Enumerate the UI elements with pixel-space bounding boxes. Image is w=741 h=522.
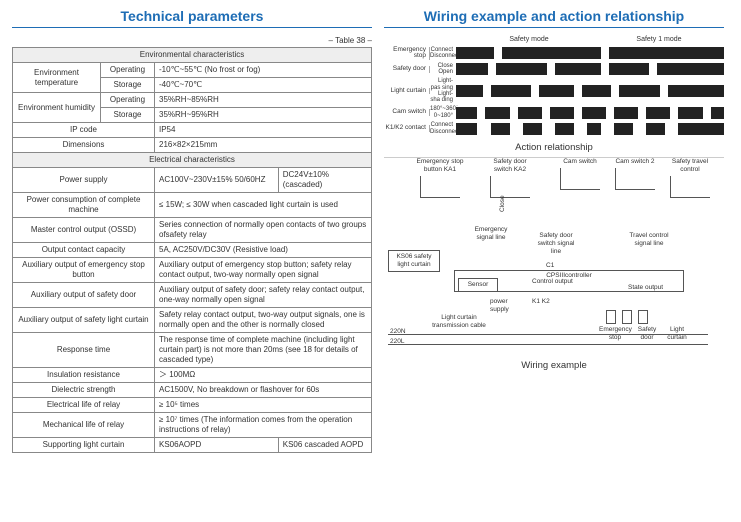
row-label: Power consumption of complete machine — [13, 193, 155, 218]
small-lc: Light curtain — [662, 326, 692, 342]
row-label: Electrical life of relay — [13, 398, 155, 413]
left-title: Technical parameters — [12, 8, 372, 28]
row-value: 35%RH~95%RH — [155, 108, 372, 123]
circuit-top-item: Cam switch — [554, 158, 606, 192]
row-label: Environment humidity — [13, 93, 101, 123]
row-value: 35%RH~85%RH — [155, 93, 372, 108]
note-state-output: State output — [628, 284, 663, 292]
note-psupply: power supply — [490, 298, 520, 314]
circuit-top-item: Cam switch 2 — [609, 158, 661, 192]
row-value: ≥ 10⁷ times (The information comes from … — [155, 413, 372, 438]
bus-220n: 220N — [390, 328, 406, 336]
row-value: -40℃~70℃ — [155, 78, 372, 93]
elec-header: Electrical characteristics — [13, 153, 372, 168]
row-value: DC24V±10% (cascaded) — [278, 168, 371, 193]
row-label: Dielectric strength — [13, 383, 155, 398]
bus-220l: 220L — [390, 338, 404, 346]
row-label: Dimensions — [13, 138, 155, 153]
row-value: 5A, AC250V/DC30V (Resistive load) — [155, 243, 372, 258]
row-sublabel: Storage — [101, 108, 155, 123]
row-label: IP code — [13, 123, 155, 138]
note-c1: C1 — [546, 262, 554, 270]
circuit-top-item: Emergency stop button KA1 — [414, 158, 466, 200]
figcap-wiring: Wiring example — [384, 360, 724, 371]
row-sublabel: Storage — [101, 78, 155, 93]
row-label: Power supply — [13, 168, 155, 193]
row-value: AC1500V, No breakdown or flashover for 6… — [155, 383, 372, 398]
row-label: Environment temperature — [13, 63, 101, 93]
row-sublabel: Operating — [101, 63, 155, 78]
timing-row-cam: Cam switch 180°~360°0~180° — [384, 106, 724, 120]
timing-row-sdoor: Safety door CloseOpen — [384, 62, 724, 76]
small-estop: Emergency stop — [599, 326, 631, 342]
row-sublabel: Operating — [101, 93, 155, 108]
row-value: Auxiliary output of safety door; safety … — [155, 283, 372, 308]
row-value: IP54 — [155, 123, 372, 138]
box-ks06: KS06 safety light curtain — [388, 250, 440, 272]
circuit-top-item: Safety travel control — [664, 158, 716, 200]
note-close: Close — [499, 195, 507, 212]
parameters-table: Environmental characteristics Environmen… — [12, 47, 372, 453]
note-k1k2: K1 K2 — [532, 298, 550, 306]
row-label: Response time — [13, 333, 155, 368]
row-value: ≤ 15W; ≤ 30W when cascaded light curtain… — [155, 193, 372, 218]
figcap-action: Action relationship — [384, 142, 724, 153]
timing-row-estop: Emergency stop ConnectDisconnect — [384, 46, 724, 60]
timing-row-lc: Light curtain Light-pas singLight-sha di… — [384, 78, 724, 103]
row-label: Insulation resistance — [13, 368, 155, 383]
timing-mode-label: Safety mode — [464, 36, 594, 44]
row-value: Auxiliary output of emergency stop butto… — [155, 258, 372, 283]
row-label: Supporting light curtain — [13, 438, 155, 453]
right-title: Wiring example and action relationship — [384, 8, 724, 28]
row-label: Auxiliary output of safety door — [13, 283, 155, 308]
note-travel-line: Travel control signal line — [624, 232, 674, 248]
row-value: The response time of complete machine (i… — [155, 333, 372, 368]
row-label: Mechanical life of relay — [13, 413, 155, 438]
small-sdoor: Safety door — [634, 326, 660, 342]
row-value: AC100V~230V±15% 50/60HZ — [155, 168, 279, 193]
env-header: Environmental characteristics — [13, 48, 372, 63]
row-value: Safety relay contact output, two-way out… — [155, 308, 372, 333]
row-label: Master control output (OSSD) — [13, 218, 155, 243]
timing-row-k1k2: K1/K2 contact ConnectDisconnect — [384, 122, 724, 136]
row-value: ≥ 10⁵ times — [155, 398, 372, 413]
row-value: KS06AOPD — [155, 438, 279, 453]
row-label: Output contact capacity — [13, 243, 155, 258]
note-sdoor-line: Safety door switch signal line — [532, 232, 580, 255]
row-value: -10℃~55℃ (No frost or fog) — [155, 63, 372, 78]
circuit-diagram: Emergency stop button KA1 Safety door swi… — [384, 157, 724, 387]
row-value: KS06 cascaded AOPD — [278, 438, 371, 453]
timing-diagram: Safety mode Safety 1 mode Emergency stop… — [384, 36, 724, 136]
row-value: Series connection of normally open conta… — [155, 218, 372, 243]
note-lct: Light curtain transmission cable — [424, 314, 494, 330]
row-label: Auxiliary output of emergency stop butto… — [13, 258, 155, 283]
row-value: ＞ 100MΩ — [155, 368, 372, 383]
timing-mode-label: Safety 1 mode — [594, 36, 724, 44]
table-number: – Table 38 – — [12, 36, 372, 45]
circuit-top-item: Safety door switch KA2 — [484, 158, 536, 200]
note-ctrl-output: Control output — [532, 278, 573, 286]
row-value: 216×82×215mm — [155, 138, 372, 153]
note-emergency-line: Emergency signal line — [466, 226, 516, 242]
row-label: Auxiliary output of safety light curtain — [13, 308, 155, 333]
